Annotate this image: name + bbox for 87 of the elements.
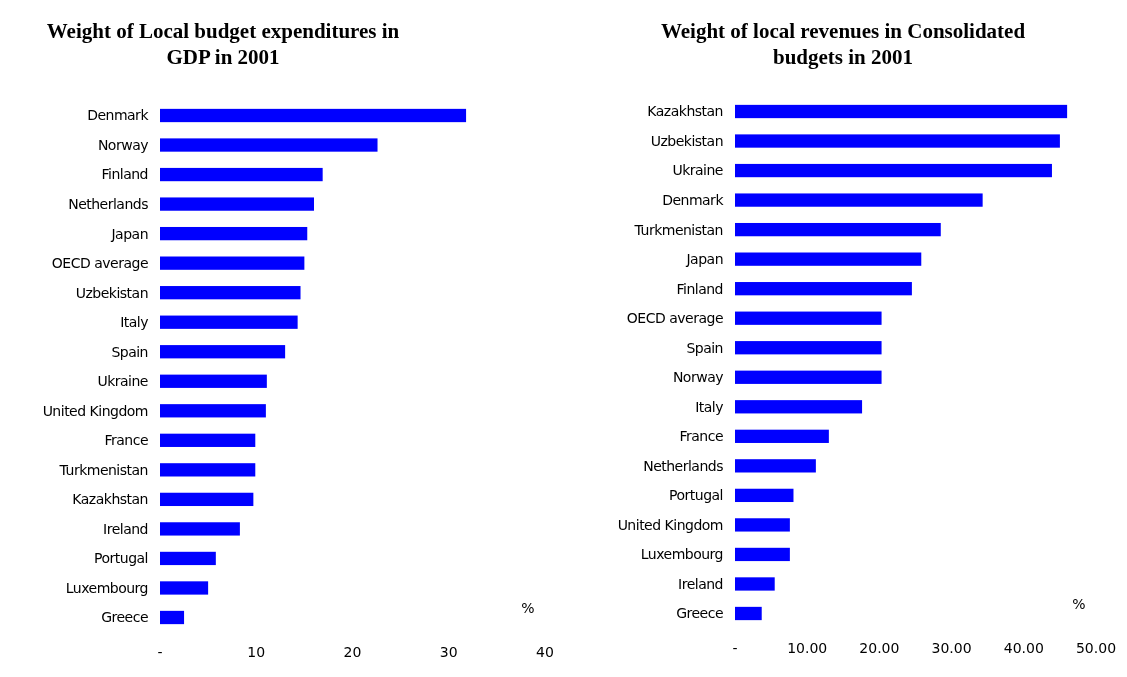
chart-title: Weight of local revenues in Consolidated budgets in 2001 <box>660 19 1026 69</box>
bar <box>735 459 816 473</box>
bar <box>735 252 922 266</box>
y-tick-label: Italy <box>120 314 149 331</box>
y-tick-label: Finland <box>676 280 723 297</box>
x-tick-label: 50.00 <box>1075 640 1117 656</box>
y-tick-label: OECD average <box>51 255 148 272</box>
bar <box>160 581 209 595</box>
bar <box>735 134 1060 148</box>
y-tick-label: Japan <box>685 251 723 268</box>
x-tick-label: 20 <box>343 644 362 660</box>
bar <box>735 222 941 237</box>
bar <box>160 345 286 359</box>
y-tick-label: Spain <box>111 343 148 360</box>
x-tick-label: 30 <box>439 644 458 660</box>
y-tick-label: Uzbekistan <box>650 132 723 149</box>
y-tick-label: Greece <box>676 605 723 622</box>
y-tick-label: United Kingdom <box>617 516 723 533</box>
y-tick-label: Portugal <box>669 487 723 504</box>
chart-title: Weight of Local budget expenditures in GDP in 2001 <box>46 19 400 69</box>
y-tick-label: Ukraine <box>672 162 723 179</box>
y-tick-label: Netherlands <box>643 457 724 474</box>
bar <box>160 315 298 329</box>
y-tick-label: Norway <box>672 369 724 386</box>
bar <box>160 256 305 270</box>
bar <box>735 163 1052 178</box>
annotation: % <box>521 600 535 616</box>
bar <box>160 492 254 507</box>
y-tick-label: France <box>679 428 723 445</box>
bar <box>160 138 378 152</box>
y-tick-label: Ireland <box>103 520 148 537</box>
y-tick-label: Luxembourg <box>65 579 148 596</box>
x-tick-label: 40 <box>536 644 554 660</box>
y-tick-label: Turkmenistan <box>58 461 148 478</box>
y-tick-label: Finland <box>101 166 148 183</box>
bar <box>160 610 185 625</box>
bar <box>735 282 912 296</box>
y-tick-label: Luxembourg <box>640 546 723 563</box>
y-tick-label: Italy <box>695 398 724 415</box>
bar <box>735 341 882 355</box>
y-tick-label: Ireland <box>678 575 723 592</box>
bar <box>160 522 240 536</box>
x-tick-label: 10.00 <box>787 640 828 656</box>
bar <box>735 518 790 532</box>
y-tick-label: Ukraine <box>97 373 148 390</box>
bar <box>735 370 882 384</box>
bar <box>160 374 267 388</box>
bar <box>160 226 308 241</box>
bar <box>160 551 216 566</box>
bar <box>735 104 1068 119</box>
bar <box>160 197 314 211</box>
bar <box>160 463 256 477</box>
y-tick-label: Turkmenistan <box>633 221 723 238</box>
bar <box>160 108 467 123</box>
y-tick-label: Netherlands <box>68 195 149 212</box>
bar <box>735 193 983 207</box>
y-tick-label: Kazakhstan <box>647 103 723 120</box>
y-tick-label: Denmark <box>662 191 725 208</box>
y-tick-label: Kazakhstan <box>72 491 148 508</box>
bar <box>160 404 266 418</box>
bar <box>160 286 301 300</box>
annotation: % <box>1072 596 1086 612</box>
bar <box>160 167 323 182</box>
bar <box>735 606 762 621</box>
y-tick-label: Greece <box>101 609 148 626</box>
y-tick-label: France <box>104 432 148 449</box>
y-tick-label: United Kingdom <box>42 402 148 419</box>
bar <box>735 311 882 325</box>
bar <box>735 577 775 591</box>
bar <box>735 547 790 562</box>
x-tick-label: 20.00 <box>859 640 900 656</box>
x-tick-label: 30.00 <box>931 640 972 656</box>
bar <box>160 433 256 447</box>
y-tick-label: Spain <box>686 339 723 356</box>
bar <box>735 400 863 414</box>
y-tick-label: OECD average <box>626 310 723 327</box>
y-tick-label: Norway <box>97 136 149 153</box>
bar <box>735 488 794 503</box>
x-tick-label: 40.00 <box>1003 640 1044 656</box>
y-tick-label: Denmark <box>87 107 150 124</box>
x-tick-label: - <box>732 640 738 656</box>
y-tick-label: Uzbekistan <box>75 284 148 301</box>
x-tick-label: - <box>157 644 163 660</box>
y-tick-label: Portugal <box>94 550 148 567</box>
y-tick-label: Japan <box>110 225 148 242</box>
bar <box>735 429 829 443</box>
x-tick-label: 10 <box>247 644 266 660</box>
